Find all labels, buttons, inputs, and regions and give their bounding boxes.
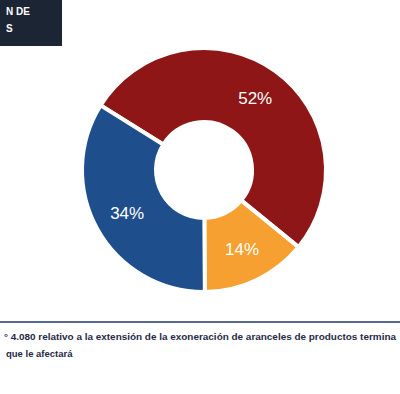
header-text: N DE xyxy=(6,6,30,17)
footer-text: que le afectará xyxy=(6,348,73,359)
data-label: 34% xyxy=(110,204,144,223)
slice xyxy=(82,105,205,292)
canvas: N DE S 52% 14% 34% ° 4.080 relativo a la exte… xyxy=(0,0,400,394)
header-box xyxy=(0,0,62,46)
slice xyxy=(204,200,298,292)
header-text: S xyxy=(6,23,13,34)
donut xyxy=(82,48,326,292)
footer-rule xyxy=(0,321,400,323)
data-label: 52% xyxy=(238,89,272,108)
data-label: 14% xyxy=(225,240,259,259)
data-labels: 52% 14% 34% xyxy=(110,89,272,259)
footer-text: ° 4.080 relativo a la extensión de la ex… xyxy=(4,331,397,342)
